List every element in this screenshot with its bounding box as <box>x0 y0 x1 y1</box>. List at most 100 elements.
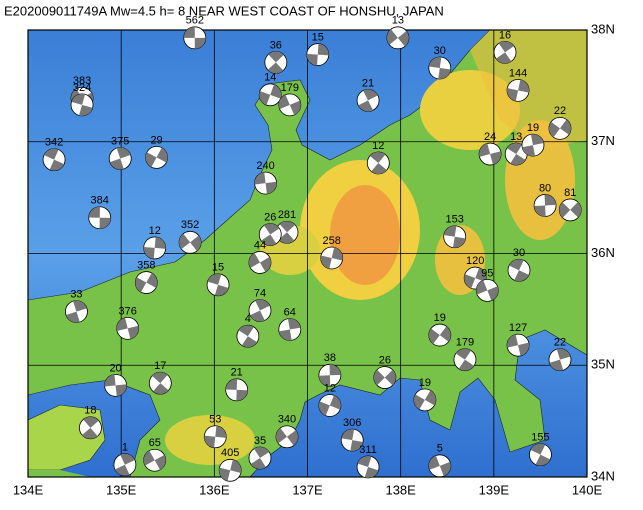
event-label: 311 <box>359 444 377 456</box>
beachball-quadrant <box>194 37 206 49</box>
beachball-quadrant <box>278 329 292 341</box>
beachball <box>340 428 364 452</box>
beachball <box>318 394 342 417</box>
beachball-quadrant <box>496 52 512 64</box>
x-tick-label: 136E <box>199 482 230 497</box>
beachball <box>320 246 344 270</box>
beachball <box>373 366 397 389</box>
beachball-quadrant <box>498 41 515 53</box>
event-label: 1 <box>122 442 128 454</box>
event-label: 120 <box>466 255 484 267</box>
beachball-quadrant <box>253 447 270 459</box>
beachball-quadrant <box>146 272 158 288</box>
beachball-quadrant <box>490 151 502 165</box>
event-label: 384 <box>91 195 109 207</box>
beachball-quadrant <box>358 100 374 112</box>
beachball-quadrant <box>518 342 530 356</box>
event-label: 26 <box>264 211 276 223</box>
beachball-quadrant <box>458 359 475 371</box>
beachball-quadrant <box>219 467 231 481</box>
event-label: 81 <box>564 187 576 199</box>
beachball-quadrant <box>559 119 571 135</box>
beachball-quadrant <box>254 172 266 185</box>
beachball-quadrant <box>268 51 284 63</box>
event-label: 36 <box>270 39 282 51</box>
beachball-quadrant <box>534 205 546 217</box>
beachball-quadrant <box>439 326 451 342</box>
x-tick-label: 139E <box>479 482 510 497</box>
beachball-quadrant <box>264 223 280 235</box>
beachball-quadrant <box>79 104 93 116</box>
beachball-quadrant <box>363 89 378 101</box>
beachball-quadrant <box>44 148 59 160</box>
y-tick-label: 38N <box>591 21 615 36</box>
event-label: 144 <box>509 67 527 79</box>
beachball-quadrant <box>331 247 343 261</box>
event-label: 53 <box>209 414 221 426</box>
event-label: 12 <box>149 225 161 237</box>
beachball-quadrant <box>476 280 488 295</box>
beachball-quadrant <box>267 62 284 74</box>
beachball <box>533 194 557 217</box>
beachball-quadrant <box>357 455 372 467</box>
map-frame <box>27 29 588 478</box>
beachball-quadrant <box>455 348 472 360</box>
event-label: 17 <box>154 360 166 372</box>
event-label: 155 <box>531 432 549 444</box>
beachball-quadrant <box>549 359 564 371</box>
beachball <box>248 251 272 274</box>
beachball-quadrant <box>145 152 157 168</box>
beachball <box>275 425 299 449</box>
event-label: 19 <box>434 312 446 324</box>
beachball-quadrant <box>259 256 271 272</box>
beachball-quadrant <box>475 267 487 283</box>
beachball-quadrant <box>241 336 258 348</box>
beachball-quadrant <box>556 348 571 360</box>
beachball-quadrant <box>329 364 341 376</box>
beachball-quadrant <box>373 369 385 386</box>
event-label: 376 <box>119 305 137 317</box>
event-label: 5 <box>437 443 443 455</box>
event-label: 375 <box>111 135 129 147</box>
beachball <box>113 453 137 477</box>
event-label: 30 <box>513 247 525 259</box>
beachball-quadrant <box>439 461 451 477</box>
event-label: 240 <box>256 160 274 172</box>
y-tick-label: 34N <box>591 468 615 483</box>
beachball-quadrant <box>230 459 242 473</box>
beachball-quadrant <box>535 454 551 466</box>
beachball <box>258 83 282 107</box>
event-label: 80 <box>539 182 551 194</box>
event-label: 74 <box>254 287 266 299</box>
beachball <box>203 425 227 449</box>
beachball-quadrant <box>120 453 135 465</box>
beachball-quadrant <box>255 299 270 311</box>
beachball-quadrant <box>487 286 499 301</box>
beachball-quadrant <box>49 159 65 171</box>
beachball-quadrant <box>428 455 440 470</box>
beachball-quadrant <box>443 225 457 237</box>
event-label: 19 <box>419 377 431 389</box>
beachball <box>206 273 230 297</box>
event-label: 127 <box>509 322 527 334</box>
beachball-quadrant <box>115 384 127 397</box>
beachball-quadrant <box>428 56 442 68</box>
beachball <box>475 278 499 302</box>
beachball-quadrant <box>544 194 557 206</box>
beachball-quadrant <box>506 143 523 155</box>
beachball-quadrant <box>424 390 436 406</box>
y-tick-label: 36N <box>591 245 615 260</box>
event-label: 383 <box>73 75 91 87</box>
beachball-quadrant <box>438 67 451 79</box>
event-label: 44 <box>254 239 266 251</box>
beachball-quadrant <box>207 273 222 285</box>
beachball-quadrant <box>279 221 296 233</box>
event-label: 179 <box>456 337 474 349</box>
beachball-quadrant <box>509 259 524 271</box>
beachball-quadrant <box>143 246 155 259</box>
event-label: 16 <box>499 29 511 41</box>
event-label: 20 <box>109 362 121 374</box>
event-label: 358 <box>137 259 155 271</box>
event-label: 13 <box>510 131 522 143</box>
